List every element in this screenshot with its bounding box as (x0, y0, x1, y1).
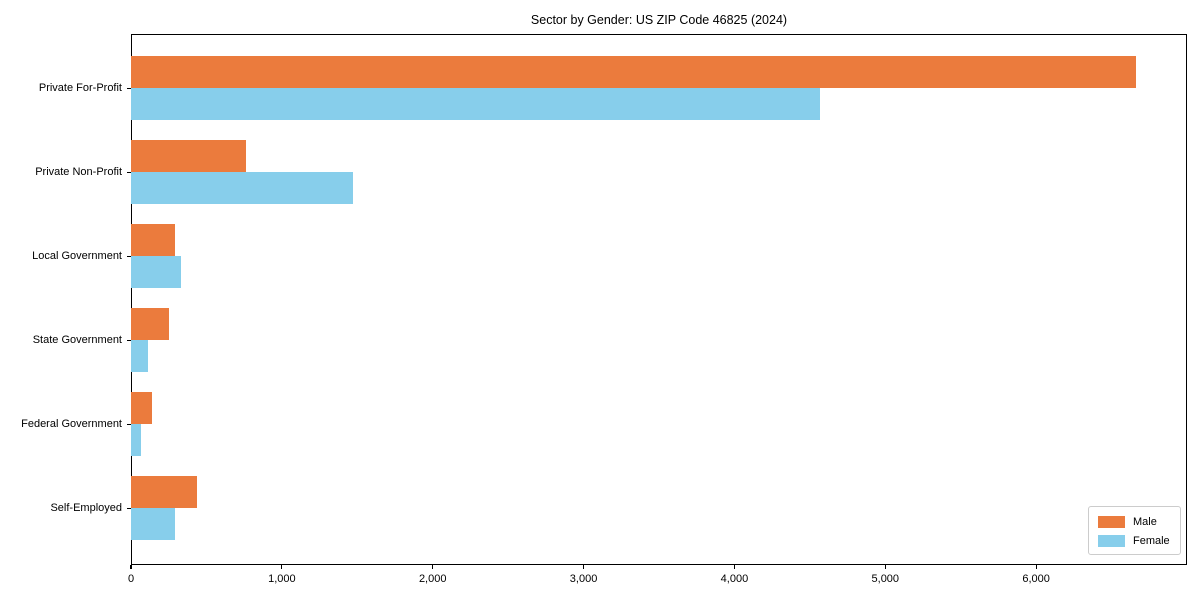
x-axis-tick (281, 565, 283, 569)
bar-female-3 (131, 256, 181, 288)
x-axis-tick-label: 1,000 (268, 573, 296, 585)
x-axis-tick-label: 2,000 (418, 573, 447, 585)
legend-label-female: Female (1133, 535, 1170, 547)
bar-female-6 (131, 508, 175, 540)
y-axis-tick (127, 171, 131, 173)
y-axis-tick (127, 423, 131, 425)
bar-male-2 (131, 140, 246, 172)
female-series-swatch (1098, 535, 1125, 547)
x-axis-tick (432, 565, 434, 569)
y-axis-tick-label: Federal Government (21, 418, 122, 430)
x-axis-tick-label: 5,000 (871, 573, 900, 585)
x-axis-tick (582, 565, 585, 569)
y-axis-tick (127, 507, 131, 509)
male-series-swatch (1098, 516, 1125, 528)
y-axis-tick-label: State Government (32, 334, 122, 346)
bar-male-4 (131, 308, 169, 340)
bar-female-1 (131, 88, 820, 120)
legend: Male Female (1088, 506, 1181, 555)
bar-male-3 (131, 224, 175, 256)
y-axis-tick-label: Local Government (32, 250, 122, 262)
x-axis-tick (1035, 565, 1037, 569)
y-axis-tick (127, 255, 131, 257)
plot-area (131, 34, 1187, 565)
x-axis-tick (884, 565, 886, 569)
bar-female-5 (131, 424, 141, 456)
bar-male-6 (131, 476, 197, 508)
y-axis-tick-label: Self-Employed (50, 502, 122, 514)
legend-label-male: Male (1133, 516, 1157, 528)
y-axis-tick-label: Private For-Profit (38, 82, 122, 94)
bar-male-1 (131, 56, 1136, 88)
bar-female-4 (131, 340, 148, 372)
y-axis-tick (127, 87, 131, 89)
bar-male-5 (131, 392, 152, 424)
y-axis-tick (127, 339, 131, 341)
y-axis-tick-label: Private Non-Profit (35, 166, 122, 178)
legend-entry-male: Male (1098, 513, 1172, 531)
x-axis-tick (130, 565, 132, 569)
legend-entry-female: Female (1098, 532, 1172, 550)
bar-female-2 (131, 172, 353, 204)
x-axis-tick-label: 0 (127, 573, 135, 585)
x-axis-tick-label: 3,000 (569, 573, 598, 585)
x-axis-tick-label: 4,000 (720, 573, 749, 585)
x-axis-tick-label: 6,000 (1022, 573, 1050, 585)
x-axis-tick (733, 565, 736, 569)
chart-title: Sector by Gender: US ZIP Code 46825 (202… (530, 13, 788, 27)
